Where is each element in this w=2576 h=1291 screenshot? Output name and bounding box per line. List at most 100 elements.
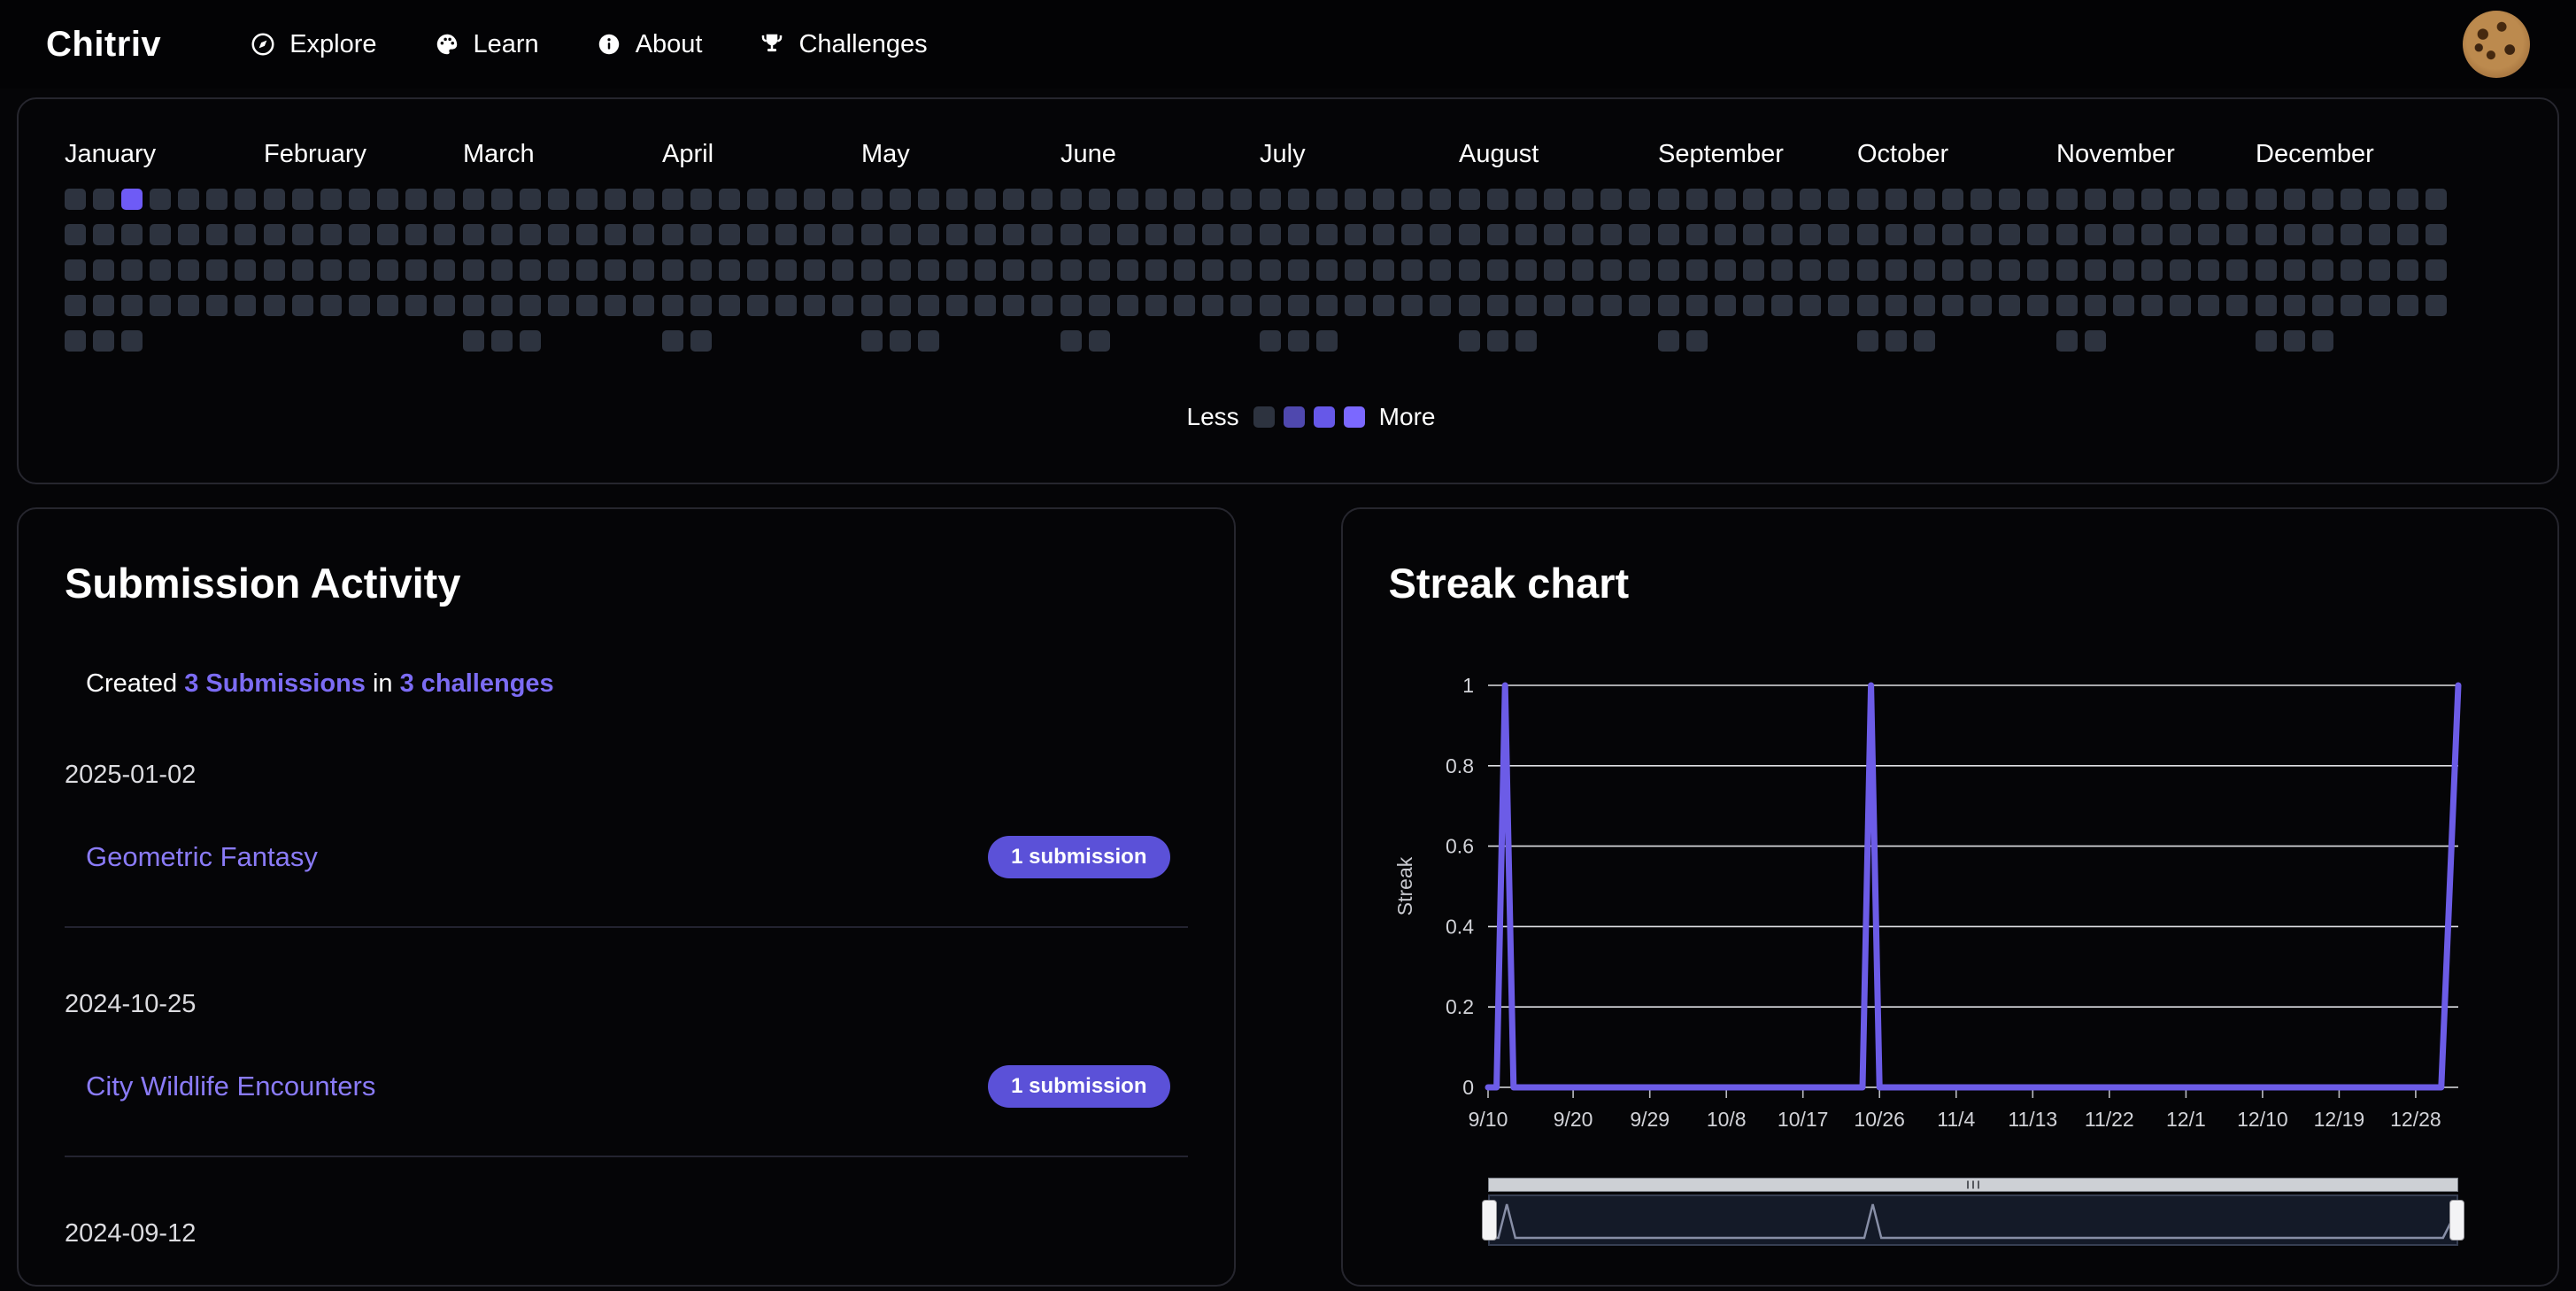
calendar-day-cell[interactable] xyxy=(861,259,883,281)
calendar-day-cell[interactable] xyxy=(548,224,569,245)
calendar-day-cell[interactable] xyxy=(576,259,598,281)
chart-navigator[interactable] xyxy=(1481,1194,2464,1246)
calendar-day-cell[interactable] xyxy=(463,330,484,352)
calendar-day-cell[interactable] xyxy=(1715,259,1736,281)
calendar-day-cell[interactable] xyxy=(2426,224,2447,245)
calendar-day-cell[interactable] xyxy=(2397,189,2418,210)
calendar-day-cell[interactable] xyxy=(2312,295,2333,316)
calendar-day-cell[interactable] xyxy=(1942,224,1963,245)
calendar-day-cell[interactable] xyxy=(1202,259,1223,281)
calendar-day-cell[interactable] xyxy=(890,189,911,210)
calendar-day-cell[interactable] xyxy=(1942,295,1963,316)
calendar-day-cell[interactable] xyxy=(1686,259,1708,281)
calendar-day-cell[interactable] xyxy=(2369,295,2390,316)
calendar-day-cell[interactable] xyxy=(576,295,598,316)
calendar-day-cell[interactable] xyxy=(1715,189,1736,210)
calendar-day-cell[interactable] xyxy=(775,189,797,210)
calendar-day-cell[interactable] xyxy=(1942,189,1963,210)
calendar-day-cell[interactable] xyxy=(918,189,939,210)
calendar-day-cell[interactable] xyxy=(1401,189,1423,210)
calendar-day-cell[interactable] xyxy=(1345,295,1366,316)
calendar-day-cell[interactable] xyxy=(235,224,256,245)
calendar-day-cell[interactable] xyxy=(2426,189,2447,210)
calendar-day-cell[interactable] xyxy=(975,295,996,316)
calendar-day-cell[interactable] xyxy=(2284,259,2305,281)
calendar-day-cell[interactable] xyxy=(2027,259,2048,281)
calendar-day-cell[interactable] xyxy=(1999,189,2020,210)
calendar-day-cell[interactable] xyxy=(946,295,968,316)
calendar-day-cell[interactable] xyxy=(747,295,768,316)
calendar-day-cell[interactable] xyxy=(2226,224,2248,245)
calendar-day-cell[interactable] xyxy=(1316,295,1338,316)
calendar-day-cell[interactable] xyxy=(1117,189,1138,210)
calendar-day-cell[interactable] xyxy=(2198,189,2219,210)
calendar-day-cell[interactable] xyxy=(491,224,513,245)
calendar-day-cell[interactable] xyxy=(1629,189,1650,210)
calendar-day-cell[interactable] xyxy=(1914,330,1935,352)
calendar-day-cell[interactable] xyxy=(2312,224,2333,245)
calendar-day-cell[interactable] xyxy=(121,259,143,281)
calendar-day-cell[interactable] xyxy=(1260,224,1281,245)
calendar-day-cell[interactable] xyxy=(1828,259,1849,281)
calendar-day-cell[interactable] xyxy=(1686,189,1708,210)
calendar-day-cell[interactable] xyxy=(93,259,114,281)
calendar-day-cell[interactable] xyxy=(349,295,370,316)
calendar-day-cell[interactable] xyxy=(1658,330,1679,352)
calendar-day-cell[interactable] xyxy=(520,189,541,210)
calendar-day-cell[interactable] xyxy=(320,259,342,281)
calendar-day-cell[interactable] xyxy=(1743,224,1764,245)
calendar-day-cell[interactable] xyxy=(178,224,199,245)
calendar-day-cell[interactable] xyxy=(1658,295,1679,316)
calendar-day-cell[interactable] xyxy=(1145,259,1167,281)
calendar-day-cell[interactable] xyxy=(520,295,541,316)
calendar-day-cell[interactable] xyxy=(890,330,911,352)
calendar-day-cell[interactable] xyxy=(1089,330,1110,352)
calendar-day-cell[interactable] xyxy=(377,259,398,281)
calendar-day-cell[interactable] xyxy=(1089,224,1110,245)
calendar-day-cell[interactable] xyxy=(690,295,712,316)
calendar-day-cell[interactable] xyxy=(1914,259,1935,281)
calendar-day-cell[interactable] xyxy=(206,295,228,316)
calendar-day-cell[interactable] xyxy=(1459,189,1480,210)
calendar-day-cell[interactable] xyxy=(662,295,683,316)
calendar-day-cell[interactable] xyxy=(1572,295,1593,316)
calendar-day-cell[interactable] xyxy=(1487,295,1508,316)
calendar-day-cell[interactable] xyxy=(1316,224,1338,245)
calendar-day-cell[interactable] xyxy=(1003,259,1024,281)
calendar-day-cell[interactable] xyxy=(1516,330,1537,352)
calendar-day-cell[interactable] xyxy=(65,295,86,316)
calendar-day-cell[interactable] xyxy=(463,189,484,210)
calendar-day-cell[interactable] xyxy=(292,224,313,245)
challenge-link[interactable]: City Wildlife Encounters xyxy=(86,1071,376,1102)
calendar-day-cell[interactable] xyxy=(320,224,342,245)
nav-item-learn[interactable]: Learn xyxy=(434,30,539,59)
calendar-day-cell[interactable] xyxy=(918,259,939,281)
calendar-day-cell[interactable] xyxy=(520,224,541,245)
calendar-day-cell[interactable] xyxy=(292,295,313,316)
calendar-day-cell[interactable] xyxy=(1857,259,1878,281)
calendar-day-cell[interactable] xyxy=(832,224,853,245)
calendar-day-cell[interactable] xyxy=(2341,259,2362,281)
calendar-day-cell[interactable] xyxy=(1003,224,1024,245)
calendar-day-cell[interactable] xyxy=(1260,189,1281,210)
calendar-day-cell[interactable] xyxy=(1771,189,1793,210)
calendar-day-cell[interactable] xyxy=(548,259,569,281)
calendar-day-cell[interactable] xyxy=(1202,224,1223,245)
calendar-day-cell[interactable] xyxy=(1999,259,2020,281)
calendar-day-cell[interactable] xyxy=(1800,259,1821,281)
calendar-day-cell[interactable] xyxy=(2198,259,2219,281)
calendar-day-cell[interactable] xyxy=(1572,189,1593,210)
calendar-day-cell[interactable] xyxy=(1857,330,1878,352)
calendar-day-cell[interactable] xyxy=(2369,224,2390,245)
calendar-day-cell[interactable] xyxy=(775,259,797,281)
calendar-day-cell[interactable] xyxy=(93,330,114,352)
calendar-day-cell[interactable] xyxy=(605,224,626,245)
calendar-day-cell[interactable] xyxy=(1572,224,1593,245)
calendar-day-cell[interactable] xyxy=(832,259,853,281)
calendar-day-cell[interactable] xyxy=(1316,189,1338,210)
calendar-day-cell[interactable] xyxy=(2113,224,2134,245)
calendar-day-cell[interactable] xyxy=(2056,330,2078,352)
calendar-day-cell[interactable] xyxy=(1658,259,1679,281)
calendar-day-cell[interactable] xyxy=(1828,295,1849,316)
calendar-day-cell[interactable] xyxy=(1487,330,1508,352)
